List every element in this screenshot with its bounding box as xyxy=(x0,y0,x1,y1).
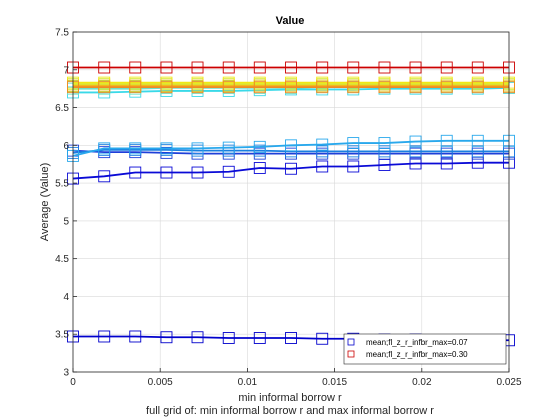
data-point xyxy=(347,160,360,173)
data-point xyxy=(440,134,453,147)
data-point xyxy=(160,331,173,344)
data-point xyxy=(409,81,422,94)
series-2 xyxy=(67,156,515,185)
legend-marker-1 xyxy=(347,338,355,346)
data-point xyxy=(191,166,204,179)
y-tick-label: 5 xyxy=(63,216,69,227)
data-point xyxy=(253,81,266,94)
data-point xyxy=(285,81,297,94)
chart-title: Value xyxy=(276,15,305,27)
data-point xyxy=(316,160,329,173)
data-point xyxy=(316,81,329,94)
data-point xyxy=(160,61,173,74)
data-point xyxy=(253,332,266,344)
data-point xyxy=(347,137,360,150)
data-point xyxy=(285,61,297,74)
data-point xyxy=(440,81,453,94)
y-tick-label: 6.5 xyxy=(55,103,69,114)
data-point xyxy=(409,145,422,158)
data-point xyxy=(98,61,111,74)
data-point xyxy=(191,331,204,344)
series-13 xyxy=(67,61,515,74)
data-point xyxy=(253,61,266,74)
data-point xyxy=(378,145,391,158)
data-point xyxy=(253,162,266,174)
series-line xyxy=(72,139,509,157)
data-point xyxy=(191,61,204,74)
data-point xyxy=(98,330,111,343)
data-point xyxy=(129,81,142,94)
data-point xyxy=(222,61,235,74)
legend-entry-2: mean;fl_z_r_infbr_max=0.30 xyxy=(366,350,468,359)
data-point xyxy=(222,81,235,94)
data-point xyxy=(409,135,422,148)
y-tick-label: 5.5 xyxy=(55,179,69,190)
tick-layer: 3 3.5 4 4.5 5 5.5 6 6.5 7 7.5 0 0.005 0.01 0.015 0.02 0… xyxy=(55,28,522,389)
data-point xyxy=(222,332,235,344)
y-tick-label: 4 xyxy=(63,292,69,303)
legend: mean;fl_z_r_infbr_max=0.07 mean;fl_z_r_i… xyxy=(343,333,507,365)
data-point xyxy=(316,145,329,158)
data-point xyxy=(347,145,360,158)
data-point xyxy=(222,141,235,154)
data-point xyxy=(347,61,360,74)
data-point xyxy=(409,61,422,74)
data-point xyxy=(129,166,142,179)
data-point xyxy=(253,140,266,153)
x-tick-label: 0 xyxy=(70,377,76,388)
x-tick-label: 0.02 xyxy=(412,377,432,388)
y-tick-label: 7 xyxy=(63,65,69,76)
subtitle: full grid of: min informal borrow r and … xyxy=(146,405,434,417)
legend-marker-2 xyxy=(347,350,355,358)
series-line xyxy=(72,148,509,154)
y-tick-label: 4.5 xyxy=(55,254,69,265)
data-point xyxy=(316,61,329,74)
data-point xyxy=(440,157,453,170)
data-point xyxy=(347,81,360,94)
data-point xyxy=(409,157,422,170)
legend-entry-1: mean;fl_z_r_infbr_max=0.07 xyxy=(366,338,468,347)
data-point xyxy=(160,166,173,179)
legend-box xyxy=(343,333,507,365)
data-point xyxy=(129,330,142,343)
data-point xyxy=(129,142,142,155)
plot-frame xyxy=(72,31,510,373)
series-layer xyxy=(67,61,515,347)
y-axis-label: Average (Value) xyxy=(39,163,51,241)
data-point xyxy=(285,162,297,175)
series-line xyxy=(72,149,509,155)
data-point xyxy=(378,61,391,74)
x-tick-label: 0.025 xyxy=(496,377,521,388)
x-tick-label: 0.005 xyxy=(148,377,173,388)
data-point xyxy=(471,134,484,147)
data-point xyxy=(98,81,111,94)
data-point xyxy=(316,138,329,151)
y-tick-label: 3.5 xyxy=(55,330,69,341)
data-point xyxy=(191,81,204,94)
data-point xyxy=(129,61,142,74)
data-point xyxy=(471,81,484,94)
data-point xyxy=(98,170,111,183)
data-point xyxy=(222,165,235,178)
y-tick-label: 7.5 xyxy=(55,28,69,39)
data-point xyxy=(316,332,329,345)
series-line xyxy=(72,161,509,180)
data-point xyxy=(160,81,173,94)
x-tick-label: 0.015 xyxy=(322,377,347,388)
data-point xyxy=(98,142,111,155)
x-tick-label: 0.01 xyxy=(238,377,258,388)
data-point xyxy=(378,81,391,94)
data-point xyxy=(378,137,391,150)
data-point xyxy=(440,61,453,74)
y-tick-label: 3 xyxy=(63,368,69,379)
x-axis-label: min informal borrow r xyxy=(238,392,342,404)
data-point xyxy=(160,142,173,155)
data-point xyxy=(471,61,484,74)
y-tick-label: 6 xyxy=(63,141,69,152)
data-point xyxy=(285,139,297,152)
data-point xyxy=(191,142,204,155)
data-point xyxy=(285,332,297,344)
